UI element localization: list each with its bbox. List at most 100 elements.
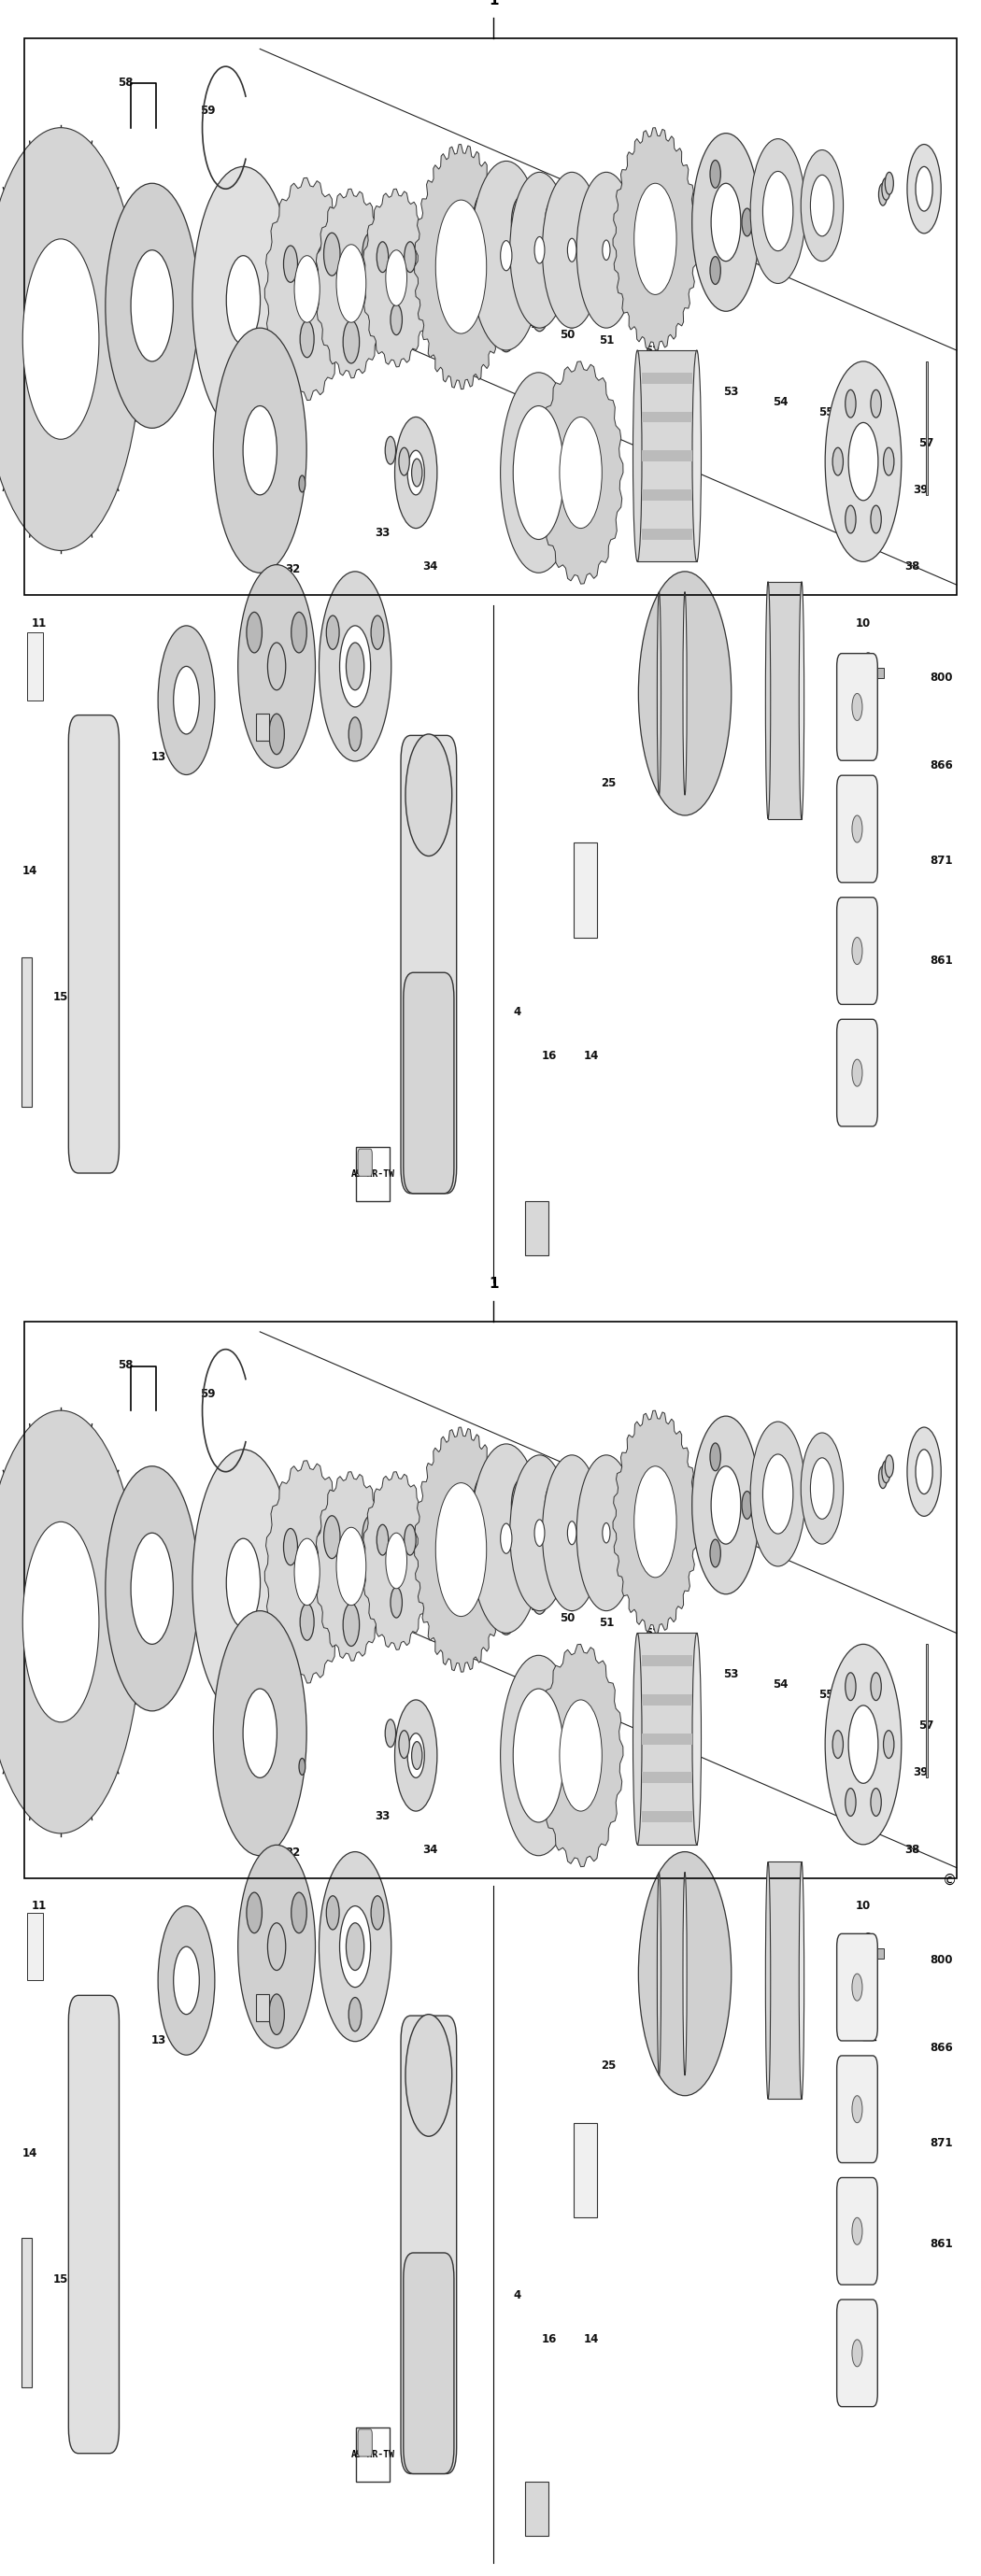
Circle shape [192, 167, 294, 433]
Circle shape [386, 435, 395, 464]
Circle shape [530, 1561, 549, 1615]
Circle shape [386, 250, 407, 307]
Circle shape [533, 1515, 546, 1551]
Bar [642, 528, 693, 538]
Circle shape [846, 389, 855, 417]
Text: A9-KR-TW: A9-KR-TW [351, 2450, 394, 2460]
Circle shape [692, 1417, 760, 1595]
Text: 42: 42 [136, 198, 152, 209]
Text: 5: 5 [182, 680, 190, 690]
Text: 11: 11 [31, 1901, 47, 1911]
Circle shape [246, 613, 262, 652]
Text: 866: 866 [930, 2043, 954, 2053]
Text: 3: 3 [290, 2014, 298, 2025]
Text: 53: 53 [723, 386, 739, 397]
Bar [768, 1862, 801, 2099]
Polygon shape [265, 178, 349, 399]
Circle shape [581, 204, 595, 242]
Circle shape [386, 1533, 407, 1589]
Circle shape [598, 283, 614, 325]
Text: 4: 4 [513, 2290, 521, 2300]
Circle shape [800, 149, 844, 260]
Circle shape [299, 1759, 305, 1775]
Text: 1: 1 [489, 1278, 498, 1291]
Circle shape [563, 1564, 581, 1610]
Circle shape [511, 1479, 532, 1533]
Text: 3: 3 [290, 732, 298, 742]
Text: 50: 50 [559, 1613, 575, 1623]
Circle shape [470, 162, 542, 350]
Text: 45: 45 [336, 209, 351, 219]
Circle shape [825, 361, 902, 562]
Circle shape [473, 1476, 495, 1535]
Text: 14: 14 [22, 866, 37, 876]
Circle shape [404, 1525, 416, 1556]
Polygon shape [539, 361, 623, 585]
Text: 16: 16 [542, 1051, 557, 1061]
Circle shape [565, 1515, 579, 1551]
Circle shape [710, 258, 721, 283]
Circle shape [885, 173, 894, 193]
Circle shape [473, 193, 495, 252]
Bar [638, 350, 697, 562]
Circle shape [750, 1422, 805, 1566]
Circle shape [268, 1922, 285, 1971]
Text: 1: 1 [489, 0, 498, 8]
Circle shape [517, 193, 540, 252]
Circle shape [915, 1450, 933, 1494]
FancyBboxPatch shape [358, 1149, 372, 1177]
Text: 16: 16 [402, 1041, 418, 1051]
Text: 10: 10 [855, 1901, 871, 1911]
Circle shape [227, 1538, 260, 1628]
Circle shape [871, 1788, 881, 1816]
Circle shape [213, 1610, 307, 1855]
Circle shape [386, 1718, 395, 1747]
Circle shape [299, 477, 305, 492]
Circle shape [577, 173, 636, 327]
Circle shape [800, 1432, 844, 1543]
Circle shape [317, 1528, 331, 1566]
Bar [642, 451, 693, 461]
Text: 866: 866 [930, 760, 954, 770]
Circle shape [213, 327, 307, 572]
Circle shape [915, 167, 933, 211]
Text: 36: 36 [535, 549, 550, 559]
Text: 44: 44 [288, 1484, 304, 1494]
Circle shape [810, 175, 834, 237]
Circle shape [750, 139, 805, 283]
Text: 47: 47 [443, 263, 459, 273]
Text: 38: 38 [904, 562, 920, 572]
Circle shape [407, 451, 425, 495]
Circle shape [810, 1458, 834, 1520]
Circle shape [879, 1466, 887, 1489]
Circle shape [23, 1522, 99, 1723]
Ellipse shape [852, 938, 862, 963]
FancyBboxPatch shape [837, 2300, 878, 2406]
Circle shape [23, 240, 99, 440]
Text: 800: 800 [930, 1955, 954, 1965]
Circle shape [390, 263, 402, 294]
Bar [868, 1947, 884, 1958]
Bar [642, 1656, 693, 1667]
Text: 35: 35 [575, 528, 591, 538]
Text: 11: 11 [31, 618, 47, 629]
Circle shape [692, 134, 760, 312]
Circle shape [542, 173, 601, 327]
Circle shape [545, 1481, 563, 1530]
Text: 58: 58 [118, 1360, 133, 1370]
Circle shape [510, 1455, 569, 1610]
Text: 40: 40 [31, 304, 47, 314]
Circle shape [860, 652, 876, 693]
Circle shape [742, 1492, 752, 1520]
Circle shape [634, 183, 677, 294]
Circle shape [371, 616, 384, 649]
Bar [642, 1734, 693, 1744]
FancyBboxPatch shape [837, 1935, 878, 2040]
Ellipse shape [683, 592, 687, 796]
Text: 4: 4 [288, 1963, 296, 1973]
Text: 57: 57 [918, 438, 934, 448]
Text: 55: 55 [818, 1690, 834, 1700]
FancyBboxPatch shape [837, 775, 878, 884]
Text: 14: 14 [584, 2334, 599, 2344]
Circle shape [158, 626, 215, 775]
